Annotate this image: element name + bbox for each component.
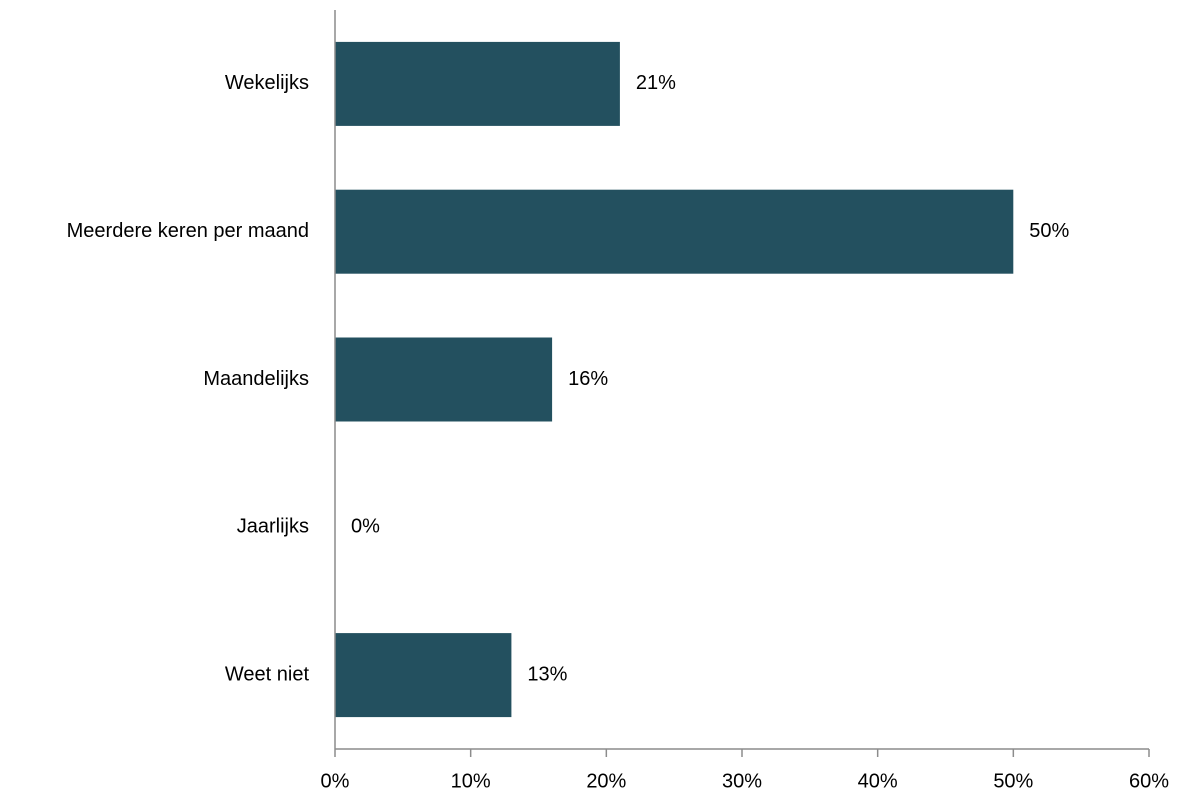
data-label-maandelijks: 16% bbox=[568, 368, 608, 390]
bar-maandelijks bbox=[335, 337, 553, 422]
bar-weet-niet bbox=[335, 633, 512, 718]
category-label-jaarlijks: Jaarlijks bbox=[237, 516, 309, 538]
bars-layer bbox=[335, 41, 1014, 718]
category-label-wekelijks: Wekelijks bbox=[225, 72, 309, 94]
x-tick-label-50: 50% bbox=[993, 770, 1033, 792]
category-label-meerdere-keren-per-maand: Meerdere keren per maand bbox=[67, 220, 309, 242]
x-tick-label-20: 20% bbox=[586, 770, 626, 792]
x-tick-label-0: 0% bbox=[321, 770, 350, 792]
x-tick-label-60: 60% bbox=[1129, 770, 1169, 792]
category-label-maandelijks: Maandelijks bbox=[203, 368, 309, 390]
data-label-jaarlijks: 0% bbox=[351, 516, 380, 538]
x-tick-label-30: 30% bbox=[722, 770, 762, 792]
bar-meerdere-keren-per-maand bbox=[335, 189, 1014, 274]
x-tick-label-10: 10% bbox=[451, 770, 491, 792]
data-label-weet-niet: 13% bbox=[527, 663, 567, 685]
category-label-weet-niet: Weet niet bbox=[225, 663, 310, 685]
axes-layer bbox=[334, 10, 1150, 757]
labels-layer: Wekelijks 21% Meerdere keren per maand 50% M… bbox=[67, 72, 1170, 792]
data-label-wekelijks: 21% bbox=[636, 72, 676, 94]
data-label-meerdere-keren-per-maand: 50% bbox=[1029, 220, 1069, 242]
x-tick-label-40: 40% bbox=[858, 770, 898, 792]
bar-wekelijks bbox=[335, 41, 620, 126]
